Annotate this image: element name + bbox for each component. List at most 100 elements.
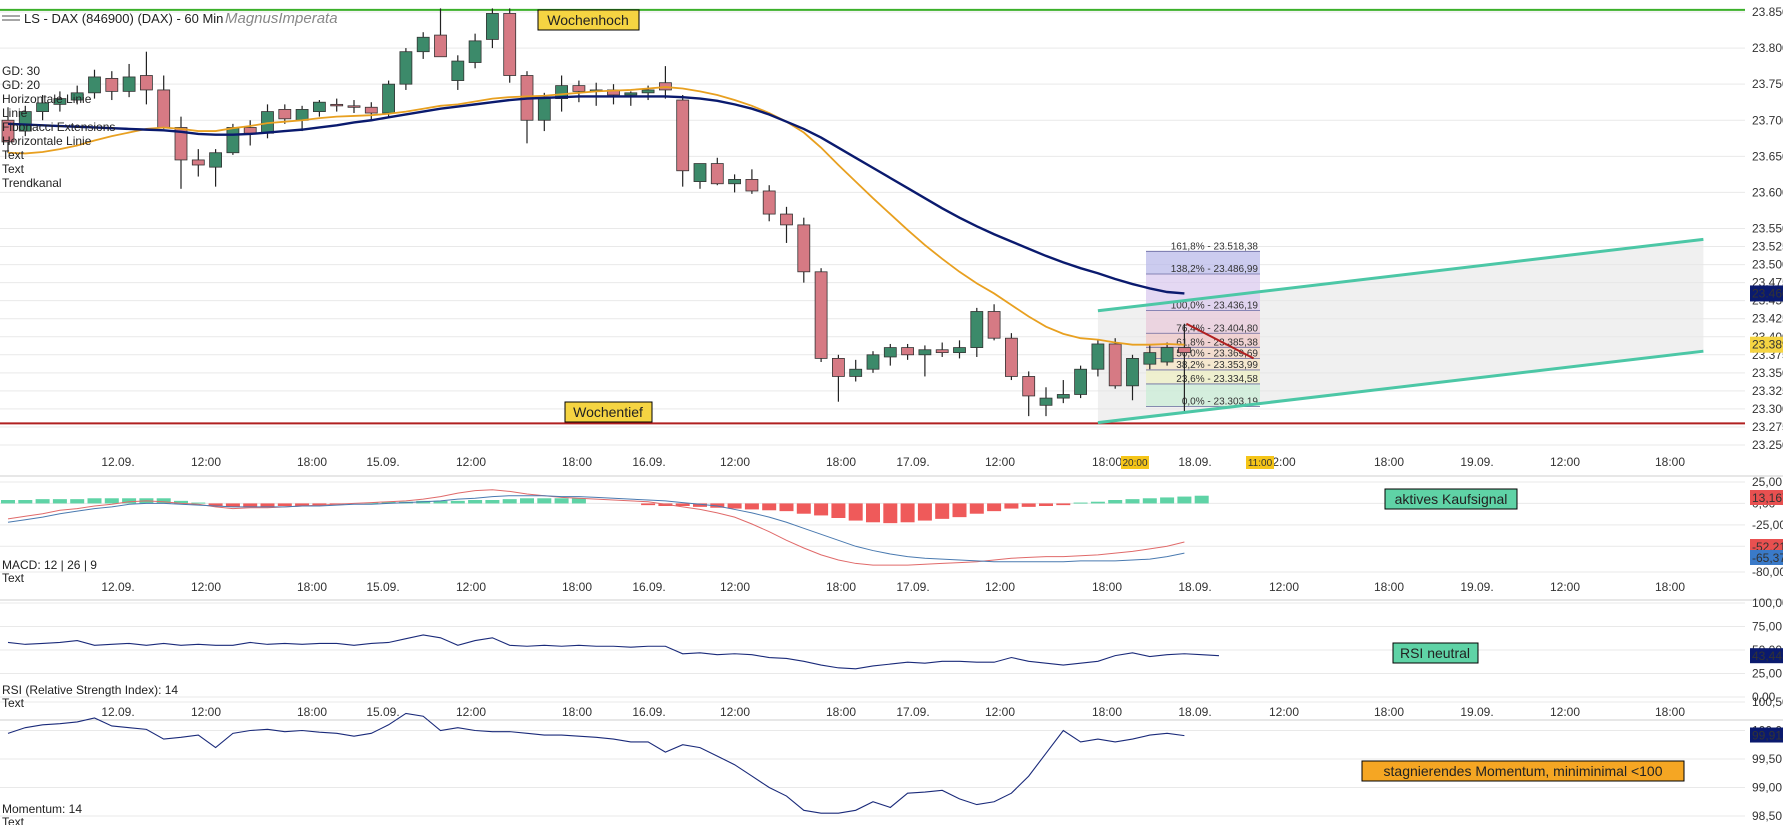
macd-bar-positive bbox=[520, 498, 534, 504]
wochentief-label: Wochentief bbox=[564, 401, 653, 423]
time-axis-label: 12.09. bbox=[101, 455, 134, 469]
price-tag-label: 23.460 bbox=[1752, 286, 1783, 300]
macd-bar-negative bbox=[900, 503, 915, 523]
panel-tick-label: 0,00 bbox=[1752, 690, 1776, 704]
panel-tick-label: 100,50 bbox=[1752, 695, 1783, 709]
time-axis-label: 15.09. bbox=[366, 580, 399, 594]
bull-candle bbox=[416, 36, 430, 53]
bear-candle bbox=[1178, 347, 1191, 354]
macd-bar-negative bbox=[675, 503, 690, 506]
time-axis-label: 18:00 bbox=[297, 580, 327, 594]
time-axis-label: 18:00 bbox=[826, 455, 856, 469]
panel-tick-label: 99,50 bbox=[1752, 752, 1782, 766]
bear-candle bbox=[745, 179, 759, 192]
panel-name: RSI (Relative Strength Index): 14 bbox=[2, 683, 178, 697]
fib-band bbox=[1146, 347, 1260, 359]
time-axis-label: 2:00 bbox=[1272, 455, 1296, 469]
bear-candle bbox=[347, 105, 361, 108]
time-axes: 12.09. 12:00 18:00 15.09. 12:00 18:00 16.09. 12… bbox=[101, 455, 1685, 719]
time-axis-label: 18:00 bbox=[297, 705, 327, 719]
panel-tick-label: 25,00 bbox=[1752, 475, 1782, 489]
bear-candle bbox=[139, 75, 153, 91]
macd-bar-positive bbox=[571, 498, 586, 504]
panel-tick-label: 100,00 bbox=[1752, 596, 1783, 610]
time-axis-label: 18:00 bbox=[826, 705, 856, 719]
trend-channel-upper bbox=[1097, 237, 1704, 313]
macd-bar-negative bbox=[312, 503, 327, 506]
macd-bar-negative bbox=[935, 503, 950, 519]
price-tag-box bbox=[1750, 336, 1783, 353]
macd-bar-negative bbox=[1039, 503, 1053, 506]
macd-bar-negative bbox=[831, 503, 846, 518]
panel-tick-label: 25,00 bbox=[1752, 667, 1782, 681]
gd30-line bbox=[7, 95, 1185, 295]
time-axis-label: 12.09. bbox=[101, 705, 134, 719]
time-axis-label: 12:00 bbox=[720, 455, 750, 469]
bull-candle bbox=[1160, 347, 1174, 363]
bull-candle bbox=[122, 76, 136, 92]
time-axis-label: 18.09. bbox=[1178, 455, 1211, 469]
macd-bar-positive bbox=[18, 500, 33, 504]
time-axis-label: 12:00 bbox=[1550, 580, 1580, 594]
macd-bar-negative bbox=[987, 503, 1002, 512]
gd20-line bbox=[7, 86, 1185, 346]
bear-candle bbox=[572, 85, 586, 92]
svg-text:RSI neutral: RSI neutral bbox=[1400, 645, 1470, 661]
time-axis-label: 18:00 bbox=[562, 455, 592, 469]
bear-candle bbox=[935, 349, 949, 354]
macd-bar-negative bbox=[744, 503, 759, 510]
bear-candle bbox=[797, 224, 811, 273]
macd-bar-positive bbox=[70, 499, 85, 504]
bear-candle bbox=[503, 13, 517, 76]
bull-candle bbox=[468, 40, 482, 63]
rsi-tag-label: 43,443 bbox=[1752, 649, 1783, 663]
fib-band bbox=[1146, 369, 1260, 384]
time-axis-label: 18:00 bbox=[1655, 705, 1685, 719]
macd-bar-positive bbox=[1108, 500, 1123, 504]
time-axis-label: 12:00 bbox=[1550, 705, 1580, 719]
time-axis-label: 16.09. bbox=[632, 580, 665, 594]
momentum-tag-box bbox=[1750, 727, 1783, 743]
fib-level-label: 76,4% - 23.404,80 bbox=[1176, 323, 1258, 334]
time-axis-label: 16.09. bbox=[632, 455, 665, 469]
macd-bar-negative bbox=[1021, 503, 1036, 507]
momentum-tag-label: 99,912 bbox=[1752, 729, 1783, 743]
bull-candle bbox=[88, 76, 101, 94]
macd-tag-box bbox=[1750, 490, 1783, 505]
price-tick-label: 23.650 bbox=[1752, 149, 1783, 163]
macd-bar-positive bbox=[502, 499, 517, 504]
fib-level-label: 38,2% - 23.353,99 bbox=[1176, 360, 1258, 371]
time-axis-label: 18:00 bbox=[1374, 705, 1404, 719]
bull-candle bbox=[36, 102, 49, 112]
price-chart[interactable]: 23.850 23.800 23.750 23.700 23.650 23.600 23.5… bbox=[0, 5, 1783, 452]
legend-item: Linie bbox=[2, 106, 28, 120]
panel-name: MACD: 12 | 26 | 9 bbox=[2, 558, 97, 572]
macd-bar-positive bbox=[122, 498, 137, 504]
macd-bar-positive bbox=[174, 500, 188, 504]
price-tick-label: 23.300 bbox=[1752, 402, 1783, 416]
red-trend-line bbox=[1185, 322, 1255, 360]
price-tick-label: 23.325 bbox=[1752, 384, 1783, 398]
time-axis-label: 17.09. bbox=[896, 580, 929, 594]
fib-band bbox=[1146, 251, 1260, 274]
bear-candle bbox=[987, 311, 1001, 339]
bull-candle bbox=[399, 51, 413, 85]
price-tick-label: 23.525 bbox=[1752, 240, 1783, 254]
bear-candle bbox=[676, 99, 690, 172]
macd-bar-positive bbox=[1073, 502, 1088, 504]
price-tick-label: 23.250 bbox=[1752, 438, 1783, 452]
menu-icon[interactable] bbox=[2, 15, 20, 21]
macd-bar-positive bbox=[1125, 499, 1140, 504]
bear-candle bbox=[1022, 376, 1036, 397]
trend-channel-lower bbox=[1097, 349, 1704, 425]
bull-candle bbox=[226, 127, 240, 154]
legend-item: Fibonacci Extensions bbox=[2, 120, 115, 134]
bull-candle bbox=[1074, 368, 1087, 395]
fib-band bbox=[1146, 383, 1260, 407]
macd-bar-positive bbox=[1160, 497, 1175, 504]
time-axis-label: 18:00 bbox=[1374, 455, 1404, 469]
price-tick-label: 23.750 bbox=[1752, 77, 1783, 91]
